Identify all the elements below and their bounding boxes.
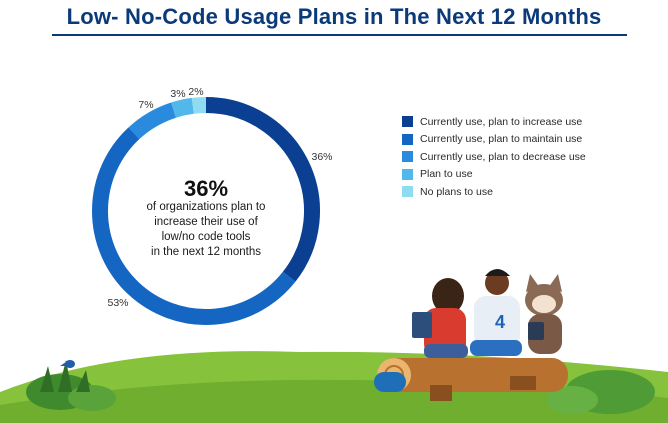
legend-item: No plans to use	[402, 183, 586, 201]
center-line: in the next 12 months	[151, 246, 261, 258]
legend-label: Currently use, plan to increase use	[420, 115, 583, 128]
chart-title: Low- No-Code Usage Plans in The Next 12 …	[66, 4, 602, 29]
center-line: increase their use of	[154, 216, 258, 228]
legend-label: Currently use, plan to decrease use	[420, 150, 586, 163]
slice-label: 7%	[138, 99, 153, 111]
slice-label: 2%	[188, 86, 203, 98]
donut-slice	[92, 127, 296, 325]
center-line: low/no code tools	[161, 231, 251, 243]
legend-swatch	[402, 168, 413, 180]
legend-label: Plan to use	[420, 168, 473, 181]
legend-item: Currently use, plan to decrease use	[402, 148, 586, 166]
title-underline	[52, 34, 627, 36]
legend-item: Plan to use	[402, 166, 586, 184]
center-line: of organizations plan to	[146, 201, 266, 213]
slice-label: 53%	[107, 297, 128, 309]
legend-label: Currently use, plan to maintain use	[420, 133, 583, 146]
legend-item: Currently use, plan to maintain use	[402, 131, 586, 149]
legend-item: Currently use, plan to increase use	[402, 113, 586, 131]
donut-slice	[171, 97, 195, 118]
legend-swatch	[402, 151, 413, 163]
slice-label: 36%	[311, 151, 332, 163]
legend-swatch	[402, 186, 413, 198]
legend-label: No plans to use	[420, 185, 493, 198]
legend-swatch	[402, 116, 413, 128]
legend: Currently use, plan to increase use Curr…	[402, 113, 586, 201]
donut-slice	[191, 97, 207, 114]
legend-swatch	[402, 133, 413, 145]
center-value: 36%	[183, 176, 229, 201]
center-caption: of organizations plan to increase their …	[128, 200, 284, 260]
donut-slice	[128, 102, 177, 140]
slice-label: 3%	[170, 88, 185, 100]
donut-slice	[205, 97, 320, 282]
